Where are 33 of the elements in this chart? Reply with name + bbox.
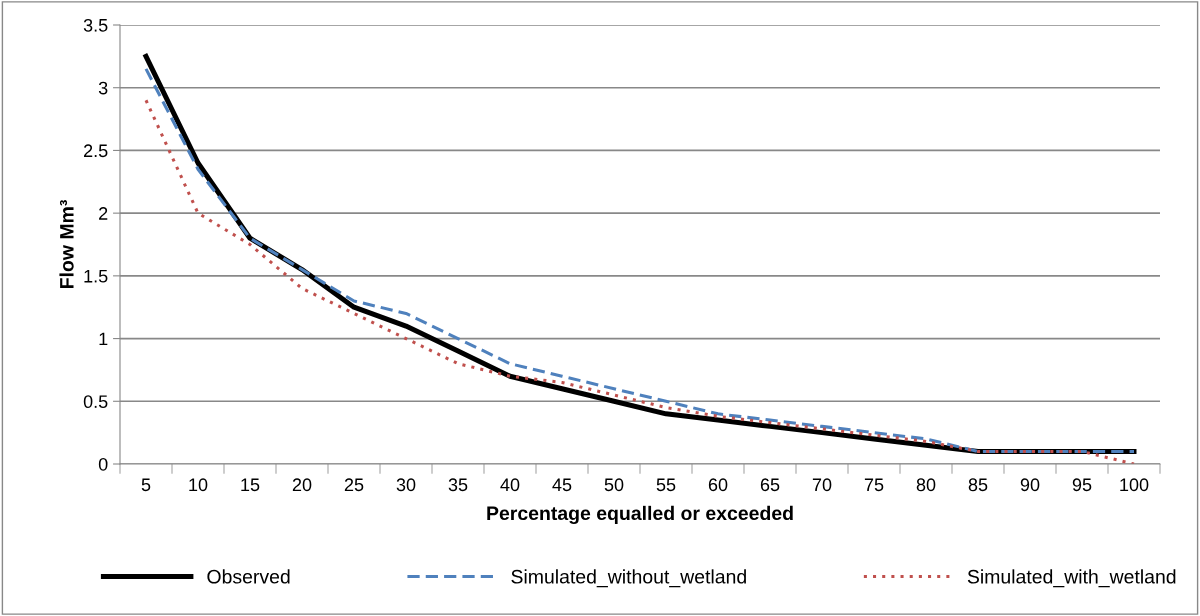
y-tick-label: 1 <box>99 332 108 346</box>
y-tick-label: 0 <box>98 457 108 471</box>
x-tick-label: 40 <box>500 478 520 492</box>
x-tick-label: 50 <box>604 478 624 492</box>
legend-label: Observed <box>207 569 290 584</box>
x-axis-title: Percentage equalled or exceeded <box>487 505 793 525</box>
y-tick-label: 2.5 <box>84 144 108 158</box>
x-tick-label: 80 <box>916 478 936 492</box>
y-tick-label: 0.5 <box>83 395 108 409</box>
x-tick-label: 5 <box>141 478 151 492</box>
x-tick-label: 75 <box>864 478 884 492</box>
y-tick-label: 3.5 <box>83 18 108 32</box>
x-tick-label: 15 <box>241 478 260 492</box>
x-tick-label: 70 <box>812 478 832 492</box>
y-tick-label: 2 <box>99 207 108 220</box>
x-tick-label: 45 <box>552 478 572 492</box>
x-tick-label: 35 <box>448 478 468 492</box>
x-tick-label: 20 <box>292 478 312 492</box>
x-tick-label: 30 <box>396 478 416 492</box>
x-tick-label: 55 <box>656 478 676 492</box>
x-tick-label: 90 <box>1020 478 1040 492</box>
y-tick-label: 1.5 <box>84 269 108 283</box>
x-tick-label: 95 <box>1072 478 1092 492</box>
x-tick-label: 85 <box>968 478 988 492</box>
x-tick-label: 65 <box>760 478 780 492</box>
x-tick-label: 100 <box>1120 478 1149 492</box>
x-tick-label: 60 <box>708 478 728 492</box>
x-tick-label: 25 <box>344 478 364 492</box>
x-tick-label: 10 <box>189 478 208 492</box>
legend-label: Simulated_without_wetland <box>511 569 746 588</box>
legend-label: Simulated_with_wetland <box>967 569 1176 588</box>
y-tick-label: 3 <box>98 81 108 95</box>
y-axis-title: Flow Mm³ <box>59 200 74 289</box>
